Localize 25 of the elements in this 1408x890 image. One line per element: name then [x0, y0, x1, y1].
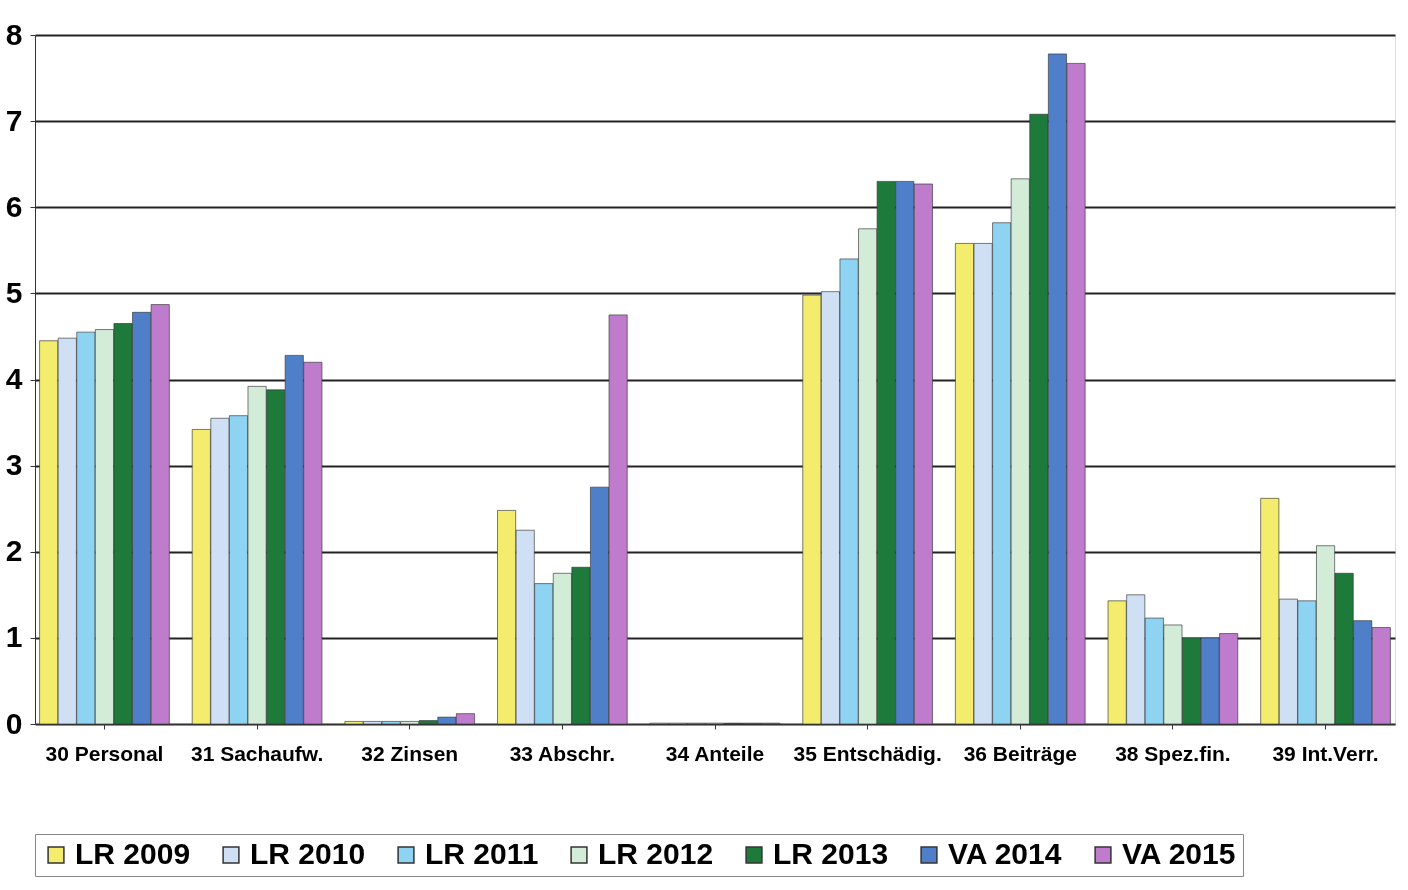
legend-label: VA 2015	[1122, 837, 1236, 870]
x-tick-label: 35 Entschädig.	[793, 741, 942, 765]
y-tick-label: 3	[5, 448, 23, 482]
y-tick-label: 8	[5, 17, 23, 51]
legend-label: LR 2013	[773, 837, 889, 870]
y-tick-label: 2	[5, 534, 23, 568]
legend-label: LR 2010	[250, 837, 366, 870]
x-tick-label: 34 Anteile	[665, 741, 765, 765]
y-tick-label: 5	[5, 275, 23, 309]
y-tick-label: 4	[5, 362, 23, 395]
y-tick-label: 7	[5, 103, 23, 137]
x-tick-label: 39 Int.Verr.	[1272, 741, 1379, 765]
x-tick-label: 32 Zinsen	[361, 741, 459, 765]
y-tick-label: 1	[5, 620, 23, 654]
y-tick-label: 6	[5, 189, 23, 223]
x-tick-label: 36 Beiträge	[963, 741, 1077, 765]
legend-label: LR 2012	[598, 837, 714, 870]
x-tick-label: 30 Personal	[45, 741, 164, 765]
x-tick-label: 38 Spez.fin.	[1115, 741, 1231, 765]
y-tick-label: 0	[5, 706, 23, 740]
x-tick-label: 31 Sachaufw.	[190, 741, 324, 765]
legend-label: LR 2011	[425, 837, 539, 870]
legend-label: LR 2009	[75, 837, 191, 870]
x-tick-label: 33 Abschr.	[509, 741, 616, 765]
legend-label: VA 2014	[948, 837, 1062, 870]
